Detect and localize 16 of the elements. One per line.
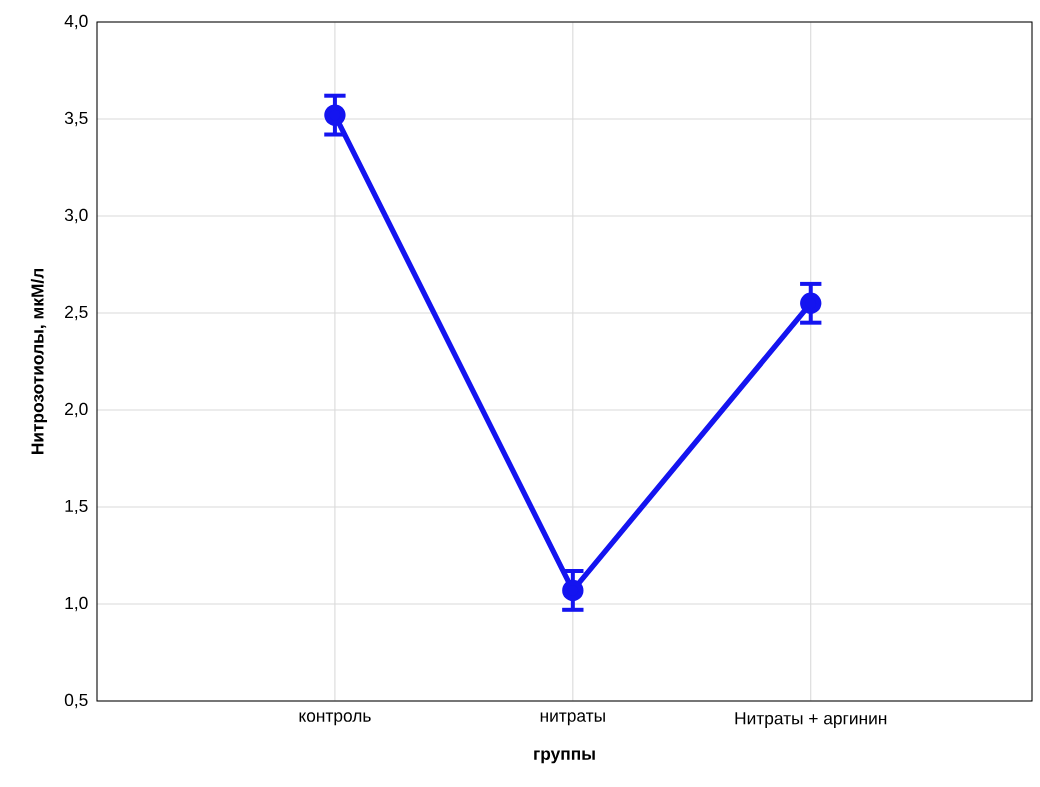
y-tick-label: 1,0: [65, 596, 88, 612]
point: [324, 104, 346, 126]
y-tick-label: 2,0: [65, 402, 88, 418]
y-axis-title: Нитрозотиолы, мкМ/л: [30, 268, 48, 455]
x-tick-label: нитраты: [540, 712, 605, 726]
y-tick-label: 2,5: [65, 305, 88, 321]
x-axis-title: группы: [534, 750, 595, 764]
x-tick-label: Нитраты + аргинин: [735, 712, 887, 728]
y-tick-label: 3,5: [64, 111, 88, 127]
x-tick-label: контроль: [299, 712, 371, 726]
y-tick-label: 1,5: [65, 499, 88, 515]
y-tick-label: 0,5: [64, 693, 88, 709]
point: [562, 579, 584, 602]
y-tick-label: 4,0: [64, 14, 88, 30]
point: [800, 292, 822, 314]
y-tick-label: 3,0: [64, 208, 88, 224]
